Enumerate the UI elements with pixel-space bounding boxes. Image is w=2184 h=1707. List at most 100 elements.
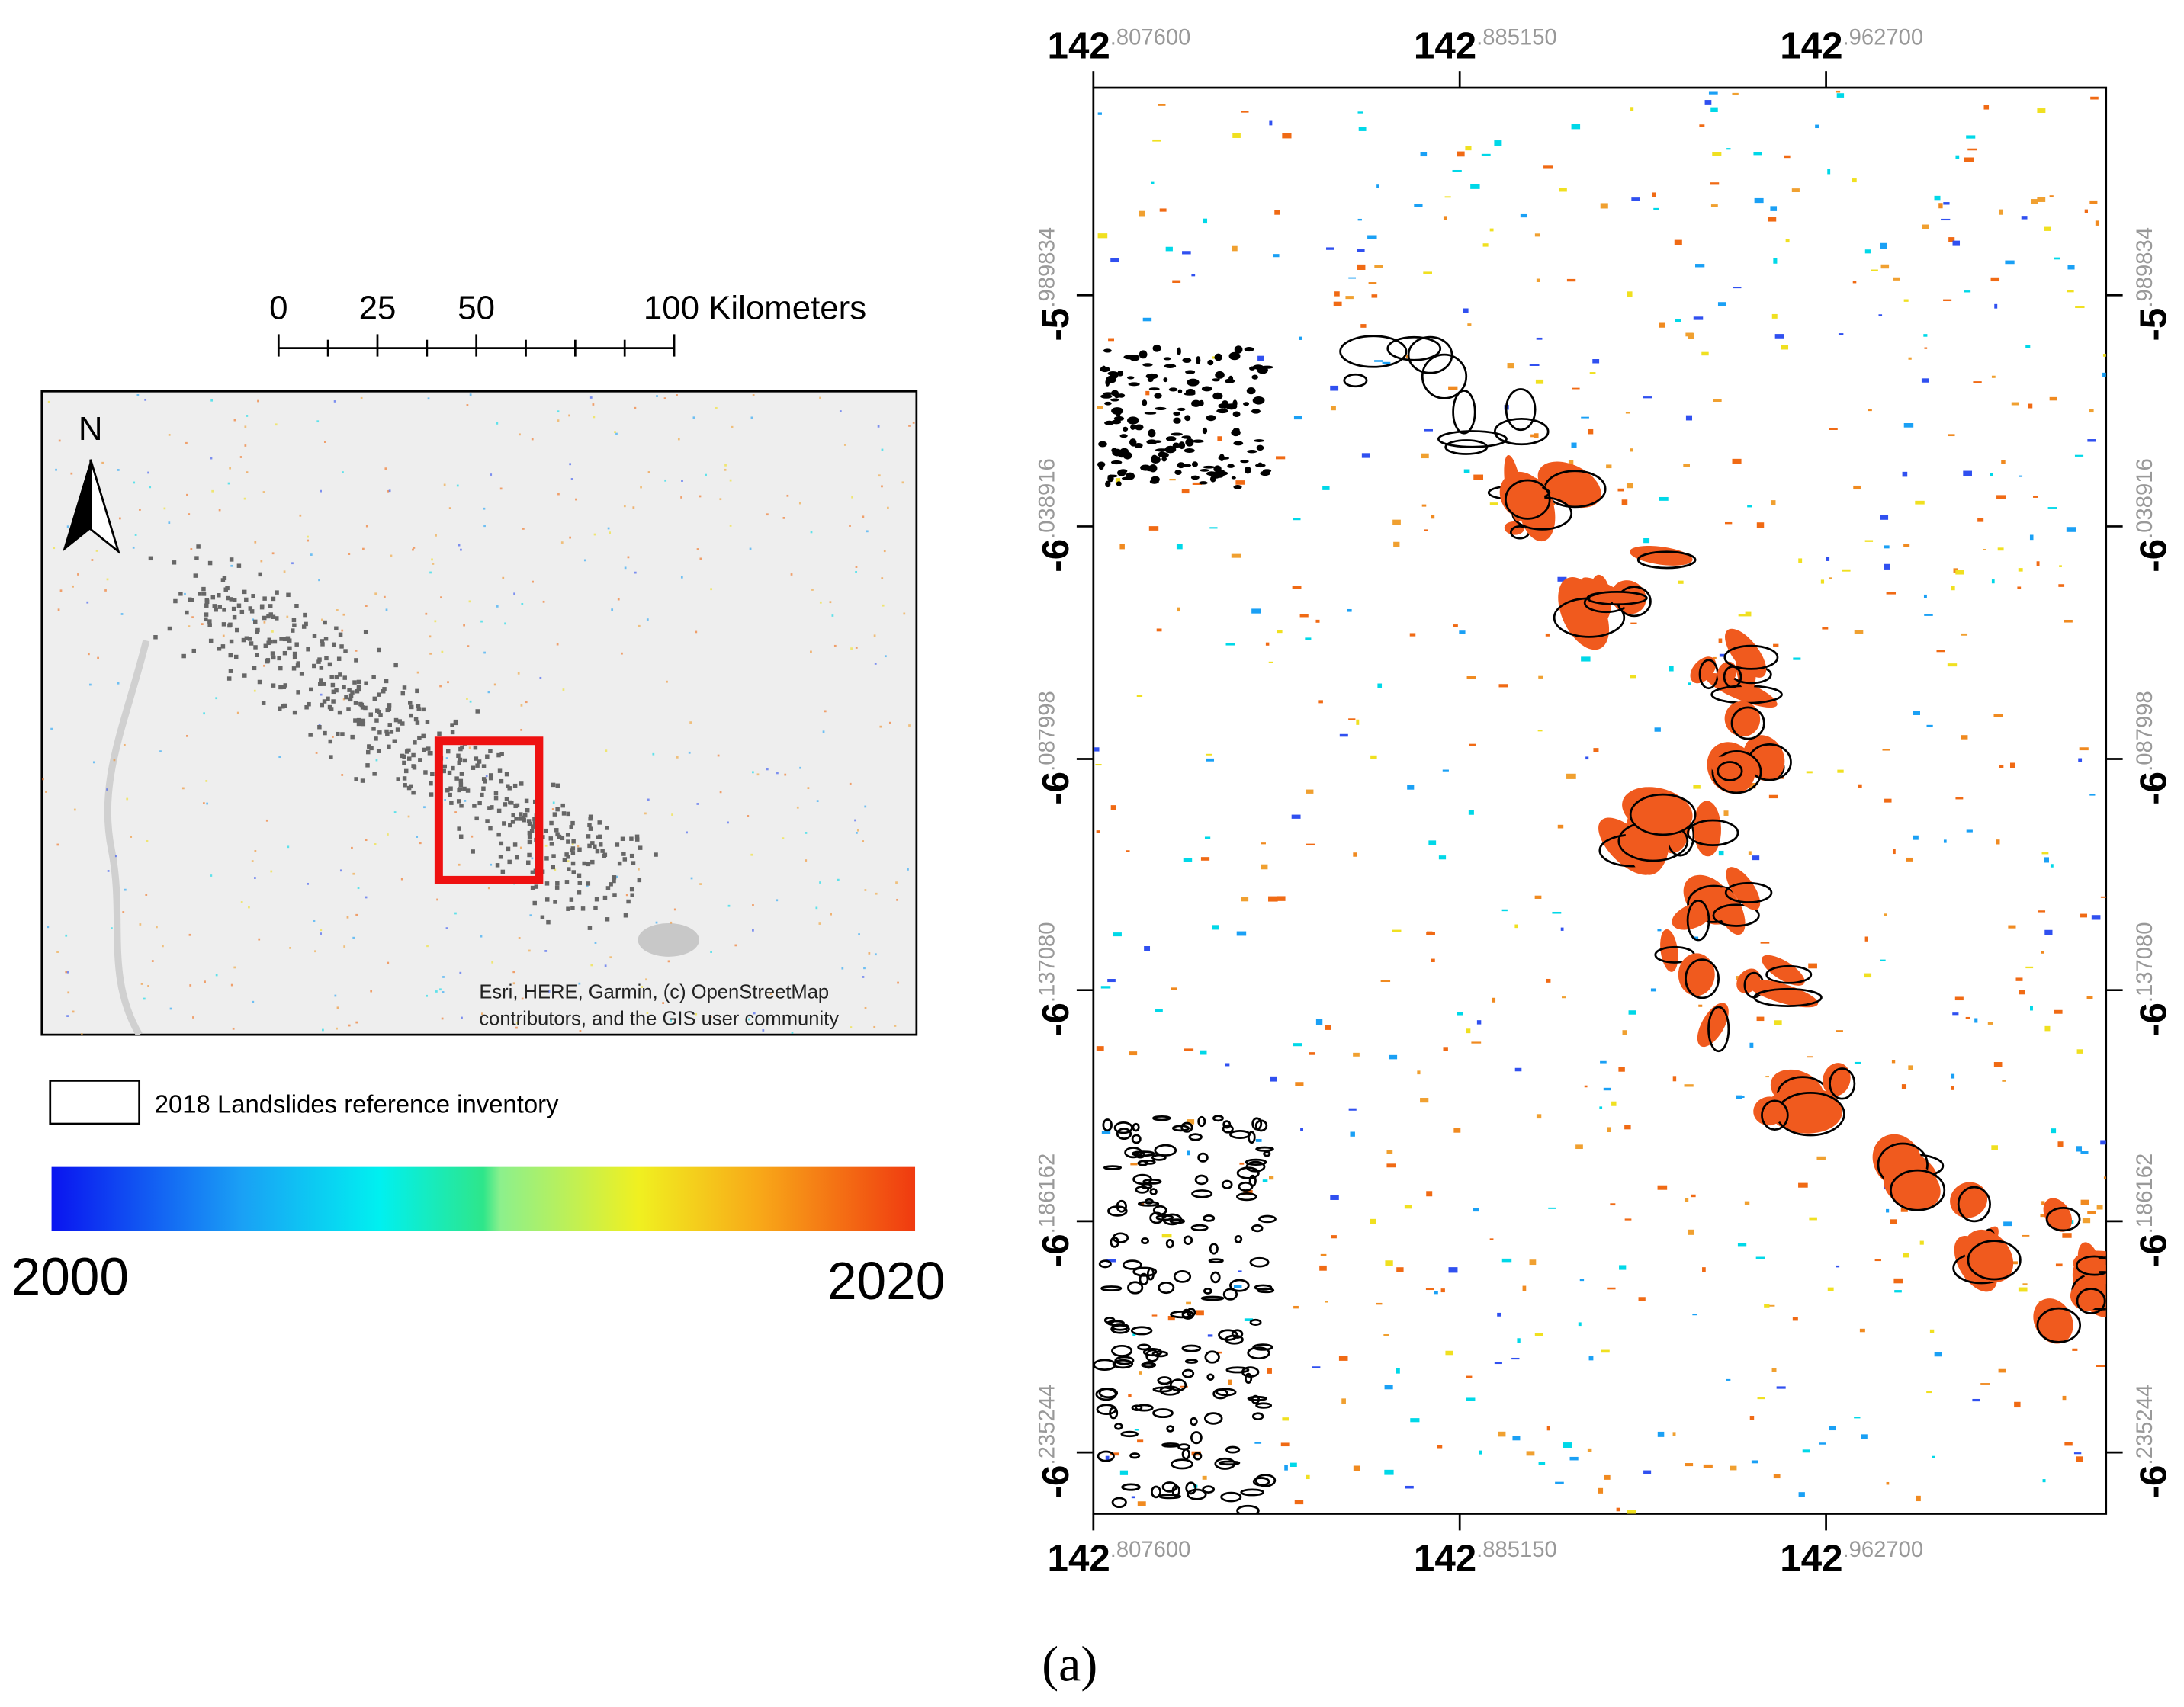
inset-landslide [497, 768, 503, 773]
inset-landslide [271, 614, 276, 619]
inset-speckle [468, 746, 471, 749]
inset-landslide [475, 763, 480, 768]
inventory-outline [1171, 1458, 1194, 1470]
inset-landslide [596, 835, 600, 839]
speckle [2067, 265, 2075, 270]
inset-speckle [144, 398, 147, 401]
speckle [1494, 1362, 1502, 1365]
inset-landslide [374, 718, 379, 723]
speckle [1358, 127, 1367, 131]
landslide-area [1537, 461, 1601, 509]
inventory-outline [1251, 1224, 1264, 1233]
speckle [1571, 442, 1577, 448]
inset-landslide [191, 648, 197, 653]
inset-landslide [472, 804, 477, 808]
inset-speckle [459, 971, 462, 974]
inventory-outline [1243, 402, 1250, 406]
speckle [1546, 978, 1551, 983]
speckle [1713, 656, 1717, 659]
inset-landslide [530, 885, 535, 890]
speckle [1906, 857, 1913, 862]
inset-landslide [597, 820, 602, 825]
inset-speckle [790, 573, 793, 576]
inset-speckle [719, 498, 722, 501]
landslide-outline [1505, 388, 1537, 432]
speckle [1886, 1208, 1890, 1213]
speckle [1837, 769, 1844, 773]
inset-landslide [292, 623, 297, 628]
inset-speckle [186, 734, 188, 737]
inset-landslide [228, 669, 233, 673]
inventory-outline [1187, 1488, 1207, 1500]
speckle [1110, 258, 1119, 263]
inset-speckle [655, 921, 658, 924]
inset-landslide [255, 653, 259, 657]
inset-speckle [323, 441, 326, 443]
inset-landslide [319, 678, 323, 682]
speckle [1923, 334, 1928, 337]
inset-landslide [352, 680, 357, 685]
speckle [1536, 278, 1540, 282]
speckle [1890, 1219, 1897, 1224]
inset-speckle [874, 953, 877, 956]
inset-landslide [620, 836, 625, 842]
speckle [1822, 627, 1829, 630]
speckle [1276, 456, 1286, 460]
speckle [1306, 789, 1314, 794]
speckle [1380, 980, 1391, 983]
inset-landslide [366, 749, 371, 755]
inset-speckle [729, 479, 732, 482]
inset-speckle [617, 598, 620, 601]
speckle [1156, 628, 1162, 632]
inventory-outline [1121, 1483, 1141, 1491]
inventory-outline [1227, 464, 1235, 468]
speckle [1952, 240, 1961, 246]
inset-landslide [499, 841, 504, 846]
speckle [1420, 1098, 1429, 1103]
speckle [1951, 1073, 1955, 1079]
inset-speckle [73, 808, 76, 811]
speckle [1774, 1020, 1782, 1025]
inset-speckle [66, 525, 69, 528]
inset-landslide [208, 638, 214, 643]
inset-speckle [557, 419, 560, 422]
inset-landslide [287, 638, 292, 643]
speckle [2037, 108, 2046, 114]
speckle [1730, 1465, 1737, 1471]
speckle [1604, 1474, 1611, 1480]
inset-speckle [855, 647, 858, 649]
inset-landslide [272, 639, 278, 644]
inset-landslide [232, 598, 237, 602]
inset-landslide [266, 640, 271, 646]
inset-landslide [412, 765, 417, 770]
speckle [1151, 1314, 1158, 1317]
landslide-outline [1723, 644, 1779, 670]
speckle [1966, 135, 1976, 139]
inset-speckle [542, 600, 545, 603]
inset-speckle [336, 1006, 339, 1009]
inset-speckle [850, 647, 853, 650]
inventory-outline [1121, 476, 1132, 480]
inset-landslide [249, 641, 254, 646]
inset-landslide [504, 797, 509, 802]
inset-landslide [422, 747, 427, 752]
tick-major: -6 [2132, 772, 2174, 805]
speckle [1684, 1198, 1689, 1202]
inventory-outline [1203, 1287, 1212, 1295]
speckle [1414, 204, 1423, 207]
inventory-outline [1132, 1122, 1140, 1132]
inset-speckle [590, 964, 593, 967]
inventory-outline [1120, 1430, 1139, 1438]
inset-landslide [522, 818, 526, 823]
inset-speckle [469, 700, 472, 703]
inset-landslide [456, 753, 461, 759]
speckle [1827, 1287, 1834, 1291]
speckle [1755, 1256, 1765, 1259]
inset-landslide [207, 623, 212, 627]
inset-speckle [562, 688, 565, 691]
inventory-outline [1225, 1445, 1241, 1454]
inventory-outline [1228, 375, 1234, 381]
inset-landslide [510, 820, 515, 824]
speckle [1530, 434, 1534, 438]
inset-landslide [318, 682, 323, 686]
